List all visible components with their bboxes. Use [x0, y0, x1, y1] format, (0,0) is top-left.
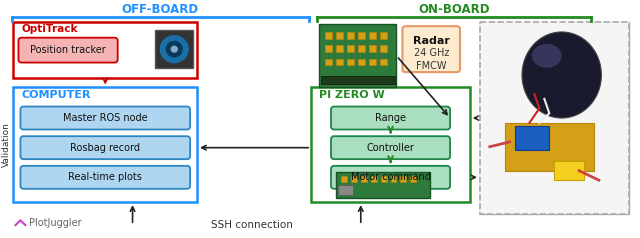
- Bar: [358, 32, 365, 39]
- Bar: [505, 123, 594, 171]
- Text: Validation: Validation: [2, 122, 11, 167]
- Text: COMPUTER: COMPUTER: [21, 90, 91, 100]
- Text: Controller: Controller: [367, 143, 415, 153]
- Bar: [380, 45, 387, 52]
- Bar: [336, 59, 343, 65]
- Circle shape: [161, 36, 188, 63]
- Bar: [390, 176, 397, 182]
- Ellipse shape: [532, 44, 562, 68]
- FancyBboxPatch shape: [20, 166, 190, 189]
- Text: Master ROS node: Master ROS node: [63, 113, 148, 123]
- Bar: [410, 176, 417, 182]
- Bar: [480, 22, 628, 214]
- Bar: [325, 59, 332, 65]
- Bar: [480, 22, 628, 214]
- Bar: [381, 176, 387, 182]
- FancyBboxPatch shape: [331, 107, 450, 129]
- Bar: [325, 32, 332, 39]
- Bar: [380, 59, 387, 65]
- Text: Position tracker: Position tracker: [30, 45, 106, 55]
- FancyBboxPatch shape: [19, 38, 118, 63]
- Bar: [369, 45, 376, 52]
- Text: SSH connection: SSH connection: [211, 220, 292, 230]
- FancyBboxPatch shape: [331, 166, 450, 189]
- Bar: [347, 59, 354, 65]
- FancyBboxPatch shape: [20, 107, 190, 129]
- Bar: [371, 176, 377, 182]
- Bar: [369, 32, 376, 39]
- Bar: [13, 22, 197, 78]
- Bar: [336, 172, 430, 198]
- Bar: [369, 59, 376, 65]
- Bar: [321, 76, 394, 84]
- Bar: [347, 32, 354, 39]
- Bar: [336, 45, 343, 52]
- Ellipse shape: [522, 32, 602, 118]
- Text: Real-time plots: Real-time plots: [68, 172, 142, 182]
- Bar: [351, 176, 357, 182]
- Bar: [358, 59, 365, 65]
- Text: ON-BOARD: ON-BOARD: [419, 3, 490, 16]
- Bar: [380, 32, 387, 39]
- Bar: [156, 30, 193, 68]
- Bar: [401, 176, 406, 182]
- Text: Rosbag record: Rosbag record: [70, 143, 140, 153]
- Text: 24 GHz
FMCW: 24 GHz FMCW: [413, 48, 449, 71]
- Bar: [361, 176, 367, 182]
- Text: OptiTrack: OptiTrack: [21, 24, 78, 34]
- Bar: [311, 87, 470, 202]
- Bar: [358, 45, 365, 52]
- Text: PlotJuggler: PlotJuggler: [29, 218, 82, 228]
- Bar: [347, 45, 354, 52]
- Text: Motor command: Motor command: [351, 172, 431, 182]
- FancyBboxPatch shape: [20, 136, 190, 159]
- Circle shape: [172, 46, 177, 52]
- Bar: [325, 45, 332, 52]
- Bar: [336, 32, 343, 39]
- Bar: [515, 126, 549, 149]
- Bar: [554, 161, 584, 180]
- Text: Radar: Radar: [413, 36, 450, 46]
- Text: PI ZERO W: PI ZERO W: [319, 90, 385, 100]
- Bar: [319, 24, 397, 87]
- FancyBboxPatch shape: [331, 136, 450, 159]
- FancyBboxPatch shape: [403, 26, 460, 72]
- Bar: [338, 185, 353, 194]
- Text: OFF-BOARD: OFF-BOARD: [122, 3, 199, 16]
- Text: Range: Range: [375, 113, 406, 123]
- Bar: [13, 87, 197, 202]
- Bar: [341, 176, 347, 182]
- Circle shape: [166, 41, 182, 57]
